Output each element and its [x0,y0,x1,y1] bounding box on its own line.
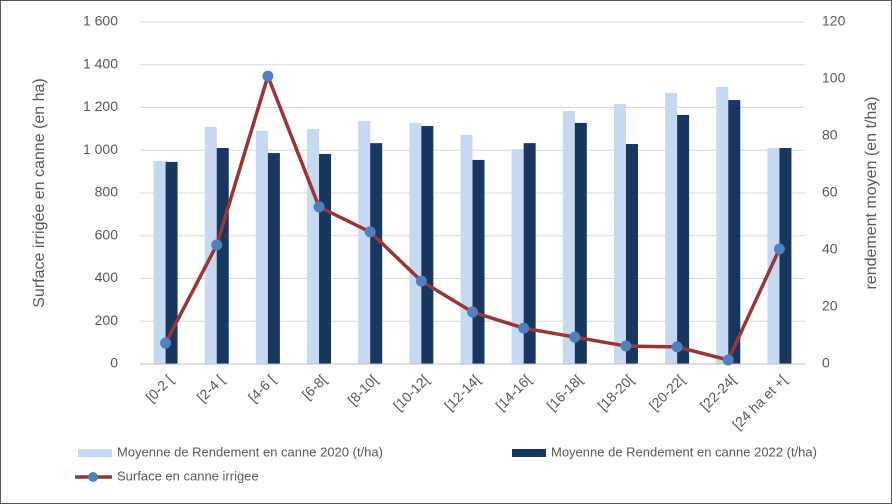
legend-label: Moyenne de Rendement en canne 2020 (t/ha… [117,444,383,459]
line-marker [415,275,427,287]
y2-tick-label: 120 [822,13,846,29]
y-tick-label: 800 [95,184,119,200]
y-tick-label: 1 000 [83,141,118,157]
y-tick-label: 1 200 [83,98,118,114]
legend-label: Surface en canne irrigee [117,468,259,483]
legend-swatch [78,449,112,457]
legend-marker [88,472,98,482]
bar [216,147,229,364]
y2-tick-label: 40 [822,241,838,257]
y-axis-title: Surface irrigée en canne (en ha) [31,78,48,307]
bar [409,122,422,364]
bar [319,153,332,364]
y-tick-label: 200 [95,312,119,328]
bar [267,153,280,364]
bar [153,161,166,364]
bar [421,126,434,365]
bar [779,147,792,364]
line-marker [313,201,325,213]
y-tick-label: 400 [95,269,119,285]
y-tick-label: 1 600 [83,13,118,29]
y2-tick-label: 60 [822,184,838,200]
bar [677,114,690,364]
line-marker [467,306,478,318]
bar [716,86,729,364]
line-marker [262,70,274,82]
bar [562,110,575,364]
bar [523,143,536,364]
line-marker [160,337,172,349]
y2-tick-label: 80 [822,127,838,143]
bar [625,143,638,364]
bar [574,122,587,364]
legend-label: Moyenne de Rendement en canne 2022 (t/ha… [551,444,817,459]
y-tick-label: 0 [110,355,118,371]
bar [307,128,320,364]
line-marker [722,354,734,366]
bar [613,104,626,364]
line-marker [211,239,223,251]
bar [358,120,371,365]
bar [472,159,485,364]
y2-tick-label: 100 [822,70,846,86]
y2-tick-label: 20 [822,298,838,314]
line-marker [620,340,632,352]
bar [255,130,268,364]
y-tick-label: 600 [95,226,119,242]
y-tick-label: 1 400 [83,55,118,71]
bar [728,100,741,364]
line-marker [518,322,530,334]
bar [767,147,780,364]
bar [460,134,473,364]
bar [204,126,217,364]
bar [370,143,383,364]
bar [165,161,178,364]
legend-swatch [512,449,546,457]
y2-axis-title: rendement moyen (en t/ha) [863,97,880,290]
line-marker [671,341,683,353]
bar [665,92,678,364]
bar [511,149,524,364]
y2-tick-label: 0 [822,355,830,371]
line-marker [364,226,376,238]
line-marker [569,331,581,343]
line-marker [773,243,785,255]
